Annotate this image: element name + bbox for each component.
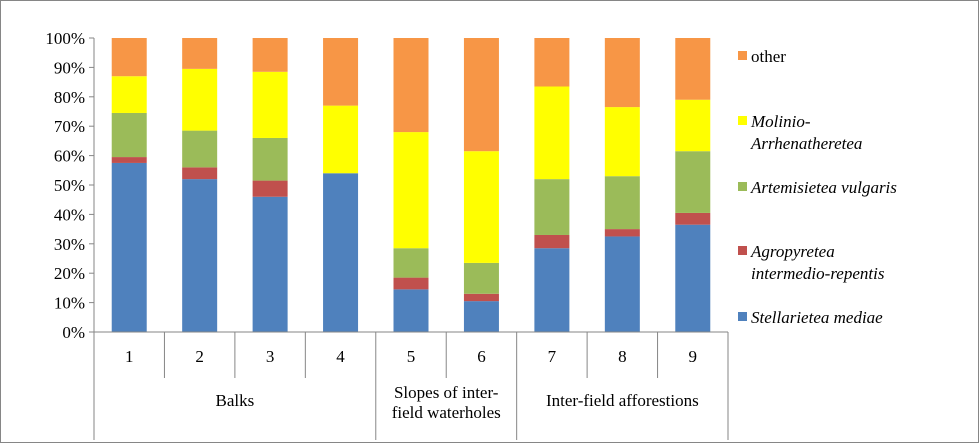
bar-3-cat-5 <box>393 248 429 278</box>
legend-label: Molinio- <box>750 112 811 131</box>
x-group-label: Inter-field afforestions <box>546 391 699 410</box>
x-category-label: 2 <box>195 347 204 366</box>
bar-5-cat-7 <box>534 38 570 87</box>
bar-2-cat-2 <box>182 167 218 180</box>
bar-2-cat-7 <box>534 234 570 249</box>
x-category-label: 9 <box>689 347 698 366</box>
legend-label: Agropyretea <box>750 242 835 261</box>
bar-3-cat-2 <box>182 130 218 168</box>
bar-1-cat-5 <box>393 289 429 332</box>
legend-swatch <box>738 246 747 255</box>
bar-1-cat-1 <box>111 162 147 332</box>
bar-4-cat-9 <box>675 99 711 152</box>
bar-4-cat-5 <box>393 132 429 249</box>
legend-label: other <box>751 47 786 66</box>
y-tick-label: 20% <box>54 264 85 283</box>
x-category-label: 5 <box>407 347 416 366</box>
bar-5-cat-3 <box>252 38 288 72</box>
bar-4-cat-3 <box>252 71 288 138</box>
x-group-label: field waterholes <box>392 403 501 422</box>
bar-1-cat-7 <box>534 248 570 332</box>
x-category-label: 7 <box>548 347 557 366</box>
y-tick-label: 0% <box>62 323 85 342</box>
y-tick-label: 80% <box>54 88 85 107</box>
bar-4-cat-1 <box>111 76 147 113</box>
y-tick-label: 90% <box>54 58 85 77</box>
bar-2-cat-6 <box>463 293 499 302</box>
bar-5-cat-1 <box>111 38 147 77</box>
x-category-label: 1 <box>125 347 134 366</box>
legend-swatch <box>738 182 747 191</box>
y-tick-label: 70% <box>54 117 85 136</box>
y-tick-label: 10% <box>54 294 85 313</box>
bar-4-cat-8 <box>604 107 640 177</box>
bar-4-cat-7 <box>534 86 570 180</box>
bar-3-cat-6 <box>463 262 499 294</box>
bar-2-cat-9 <box>675 212 711 225</box>
bar-1-cat-6 <box>463 301 499 332</box>
bar-2-cat-5 <box>393 277 429 290</box>
legend-label: Stellarietea mediae <box>751 308 883 327</box>
bar-4-cat-4 <box>323 105 359 174</box>
legend-swatch <box>738 116 747 125</box>
legend-label: Artemisietea vulgaris <box>750 178 897 197</box>
x-category-label: 4 <box>336 347 345 366</box>
y-tick-label: 100% <box>45 29 85 48</box>
legend-swatch <box>738 51 747 60</box>
bar-5-cat-5 <box>393 38 429 133</box>
bar-5-cat-9 <box>675 38 711 100</box>
bar-4-cat-6 <box>463 151 499 263</box>
x-category-label: 3 <box>266 347 275 366</box>
legend-label: intermedio-repentis <box>751 264 885 283</box>
x-group-label: Slopes of inter- <box>394 383 499 402</box>
bar-2-cat-1 <box>111 157 147 163</box>
bar-4-cat-2 <box>182 68 218 131</box>
bar-3-cat-8 <box>604 176 640 230</box>
bar-5-cat-4 <box>323 38 359 106</box>
bar-5-cat-8 <box>604 38 640 108</box>
x-category-label: 8 <box>618 347 627 366</box>
bar-1-cat-9 <box>675 224 711 332</box>
bar-5-cat-2 <box>182 38 218 69</box>
y-tick-label: 60% <box>54 147 85 166</box>
bar-5-cat-6 <box>463 38 499 152</box>
x-group-label: Balks <box>216 391 255 410</box>
bar-3-cat-9 <box>675 151 711 213</box>
bar-1-cat-3 <box>252 196 288 332</box>
bar-3-cat-1 <box>111 112 147 158</box>
bar-2-cat-8 <box>604 229 640 237</box>
bar-3-cat-7 <box>534 179 570 235</box>
bar-2-cat-3 <box>252 180 288 197</box>
bar-1-cat-2 <box>182 179 218 332</box>
bar-3-cat-3 <box>252 137 288 181</box>
y-tick-label: 40% <box>54 205 85 224</box>
x-category-label: 6 <box>477 347 486 366</box>
y-tick-label: 50% <box>54 176 85 195</box>
legend-label: Arrhenatheretea <box>750 134 862 153</box>
bar-1-cat-4 <box>323 173 359 332</box>
bar-1-cat-8 <box>604 236 640 332</box>
legend-swatch <box>738 312 747 321</box>
y-tick-label: 30% <box>54 235 85 254</box>
